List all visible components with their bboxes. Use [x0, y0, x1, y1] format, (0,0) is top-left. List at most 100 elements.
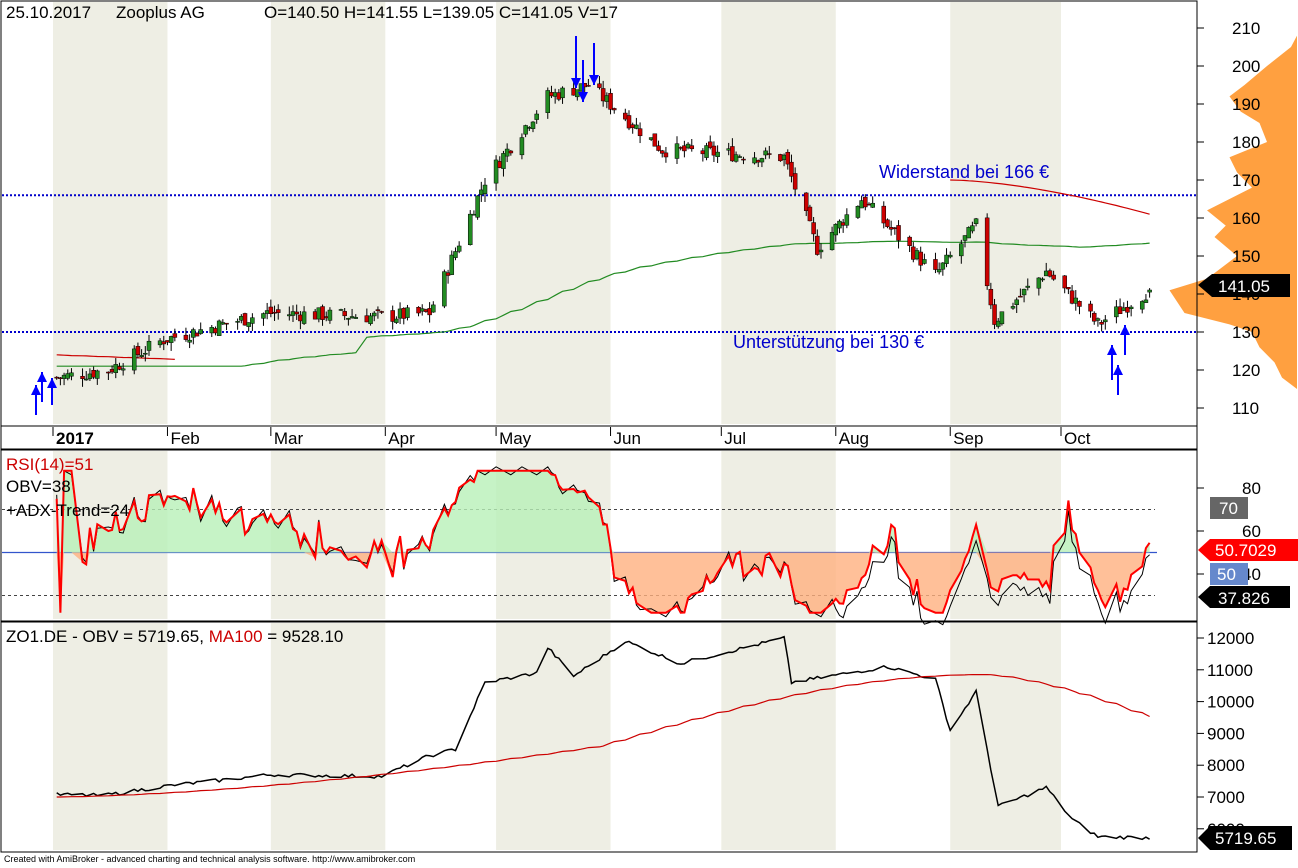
- obv-rsi-label: 37.826: [1218, 589, 1270, 608]
- x-tick-label: Mar: [274, 429, 304, 448]
- candle-body: [870, 202, 875, 208]
- candle-body: [117, 366, 122, 370]
- candle-body: [896, 225, 901, 241]
- candle-body: [704, 145, 709, 158]
- sell-arrow-head: [578, 92, 588, 102]
- signal-arrows: [31, 36, 1130, 415]
- candle-body: [479, 189, 484, 195]
- y-tick-label: 190: [1232, 95, 1260, 114]
- candle-body: [785, 152, 791, 165]
- candle-body: [220, 322, 226, 325]
- rsi-tick-label: 80: [1242, 479, 1261, 498]
- candle-body: [659, 150, 665, 154]
- candle-body: [1147, 289, 1152, 293]
- candle-body: [733, 154, 739, 162]
- candle-body: [194, 332, 200, 337]
- rsi-fill-above: [56, 470, 1150, 553]
- candle-body: [323, 316, 329, 319]
- x-tick-label: Oct: [1064, 429, 1091, 448]
- candle-body: [611, 108, 617, 111]
- rsi-legend: RSI(14)=51: [6, 455, 93, 474]
- candle-body: [837, 220, 842, 229]
- candle-body: [471, 213, 477, 216]
- candle-body: [508, 150, 514, 154]
- candle-body: [859, 200, 864, 209]
- candle-body: [888, 227, 894, 230]
- candle-body: [1025, 285, 1031, 288]
- candle-body: [781, 154, 787, 160]
- candle-body: [549, 92, 554, 97]
- candle-body: [737, 156, 743, 158]
- candle-body: [833, 224, 839, 236]
- candle-body: [312, 311, 318, 320]
- candle-body: [1143, 299, 1149, 303]
- resistance-label: Widerstand bei 166 €: [879, 162, 1049, 182]
- x-tick-label: Feb: [170, 429, 199, 448]
- candle-body: [789, 161, 794, 177]
- candle-body: [423, 309, 429, 312]
- candle-body: [1036, 277, 1042, 289]
- candle-body: [294, 311, 299, 315]
- candle-body: [637, 128, 643, 137]
- candle-body: [1121, 307, 1127, 311]
- candle-body: [752, 157, 757, 164]
- candle-body: [815, 235, 820, 255]
- candle-body: [390, 310, 395, 322]
- footer-credit: Created with AmiBroker - advanced charti…: [4, 854, 416, 864]
- month-shade: [721, 2, 836, 424]
- candle-body: [652, 133, 658, 147]
- obv-panel-frame: [0, 621, 1198, 853]
- candle-body: [191, 329, 196, 338]
- candle-body: [113, 364, 119, 373]
- candle-body: [634, 124, 639, 129]
- x-tick-label: Jun: [614, 429, 641, 448]
- obv-legend-ma: MA100: [209, 627, 263, 646]
- candle-body: [172, 333, 178, 338]
- candle-body: [143, 352, 148, 355]
- candle-body: [947, 254, 953, 258]
- candle-body: [69, 372, 74, 377]
- candle-body: [139, 355, 144, 357]
- candle-body: [844, 214, 850, 226]
- candle-body: [829, 232, 835, 251]
- candle-body: [224, 322, 229, 325]
- rsi-value-tag: [1198, 539, 1298, 561]
- candle-body: [379, 311, 384, 313]
- candle-body: [1103, 319, 1108, 323]
- candle-body: [855, 206, 861, 218]
- month-shade: [270, 2, 386, 424]
- obv-tick-label: 12000: [1207, 629, 1254, 648]
- candle-body: [792, 173, 798, 190]
- candle-body: [907, 236, 912, 246]
- candle-body: [290, 311, 296, 316]
- y-tick-label: 210: [1232, 19, 1260, 38]
- candle-body: [405, 307, 410, 318]
- candle-body: [600, 88, 606, 102]
- candle-body: [213, 328, 218, 334]
- candle-body: [527, 127, 532, 129]
- candle-body: [427, 308, 432, 316]
- candle-body: [685, 143, 691, 149]
- candle-body: [944, 254, 949, 264]
- candle-body: [534, 113, 539, 120]
- candle-body: [689, 145, 695, 150]
- candle-body: [936, 269, 942, 273]
- box-50-label: 50: [1217, 565, 1236, 584]
- box-50: [1210, 563, 1248, 585]
- rsi-fill-below: [56, 552, 1150, 613]
- candle-body: [106, 371, 111, 374]
- candle-body: [216, 320, 222, 336]
- candle-body: [264, 310, 270, 314]
- candle-body: [327, 309, 333, 321]
- buy-arrow-head: [47, 378, 57, 388]
- candle-body: [445, 272, 451, 276]
- candle-body: [1047, 270, 1053, 277]
- candle-body: [368, 315, 373, 324]
- obv-tick-label: 9000: [1207, 724, 1245, 743]
- candle-body: [966, 227, 971, 239]
- candle-body: [58, 377, 63, 379]
- candle-body: [161, 341, 167, 345]
- candle-body: [353, 317, 359, 319]
- candle-body: [755, 160, 761, 163]
- y-tick-label: 130: [1232, 323, 1260, 342]
